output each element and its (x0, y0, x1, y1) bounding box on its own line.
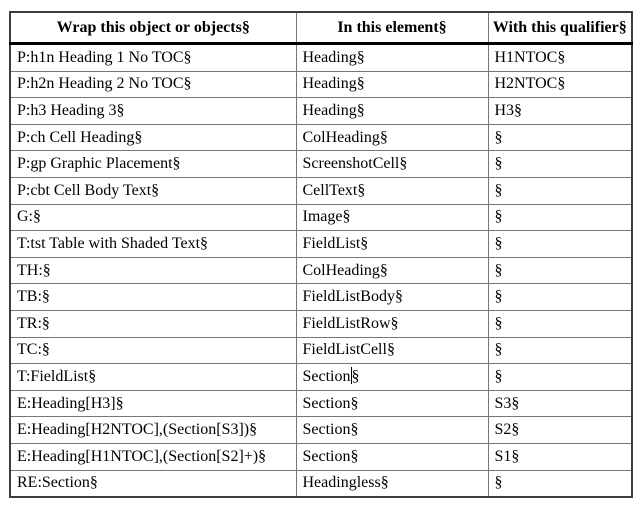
table-cell[interactable]: Section§ (295, 442, 489, 471)
table-cell[interactable]: H3§ (487, 97, 633, 125)
table-cell[interactable]: § (487, 230, 633, 258)
table-row: P:h2n Heading 2 No TOC§ Heading§ H2NTOC§ (9, 70, 633, 99)
table-row: P:h3 Heading 3§ Heading§ H3§ (9, 97, 633, 125)
table-cell[interactable]: § (487, 176, 633, 205)
table-row: P:h1n Heading 1 No TOC§ Heading§ H1NTOC§ (9, 43, 633, 72)
table-cell[interactable]: CellText§ (295, 176, 489, 205)
table-cell[interactable]: T:FieldList§ (9, 363, 297, 391)
table-cell[interactable]: § (487, 123, 633, 152)
table-cell[interactable]: Section§ (295, 416, 489, 444)
table-cell[interactable]: P:h1n Heading 1 No TOC§ (9, 43, 297, 72)
table-cell[interactable]: S3§ (487, 389, 633, 418)
table-cell[interactable]: ColHeading§ (295, 256, 489, 285)
table-cell[interactable]: S2§ (487, 416, 633, 444)
table-cell[interactable]: E:Heading[H3]§ (9, 389, 297, 418)
table-cell[interactable]: G:§ (9, 203, 297, 232)
table-cell[interactable]: Heading§ (295, 43, 489, 72)
table-row: P:ch Cell Heading§ ColHeading§ § (9, 123, 633, 152)
table-cell[interactable]: § (487, 336, 633, 365)
table-cell[interactable]: H1NTOC§ (487, 43, 633, 72)
table-cell[interactable]: TR:§ (9, 309, 297, 338)
column-header-in-element[interactable]: In this element§ (295, 11, 489, 45)
table-cell[interactable]: FieldListBody§ (295, 283, 489, 311)
table-cell[interactable]: Heading§ (295, 97, 489, 125)
table-cell[interactable]: § (487, 203, 633, 232)
table-row: E:Heading[H1NTOC],(Section[S2]+)§ Section… (9, 442, 633, 471)
table-row: P:cbt Cell Body Text§ CellText§ § (9, 176, 633, 205)
table-cell[interactable]: § (487, 256, 633, 285)
table-cell[interactable]: FieldList§ (295, 230, 489, 258)
style-mapping-table: Wrap this object or objects§ In this ele… (9, 11, 633, 499)
table-cell[interactable]: FieldListRow§ (295, 309, 489, 338)
table-cell[interactable]: P:gp Graphic Placement§ (9, 150, 297, 178)
table-row: TR:§ FieldListRow§ § (9, 309, 633, 338)
table-row: RE:Section§ Headingless§ § (9, 469, 633, 498)
table-cell[interactable]: Headingless§ (295, 469, 489, 498)
table-row: E:Heading[H2NTOC],(Section[S3])§ Section§… (9, 416, 633, 444)
table-cell[interactable]: RE:Section§ (9, 469, 297, 498)
table-row: TH:§ ColHeading§ § (9, 256, 633, 285)
table-row: T:tst Table with Shaded Text§ FieldList§ § (9, 230, 633, 258)
table-cell[interactable]: § (487, 363, 633, 391)
table-row: TC:§ FieldListCell§ § (9, 336, 633, 365)
column-header-with-qualifier[interactable]: With this qualifier§ (487, 11, 633, 45)
table-cell[interactable]: E:Heading[H2NTOC],(Section[S3])§ (9, 416, 297, 444)
table-cell[interactable]: TH:§ (9, 256, 297, 285)
table-row: T:FieldList§ Section§ § (9, 363, 633, 391)
header-row: Wrap this object or objects§ In this ele… (9, 11, 633, 45)
table-cell[interactable]: P:cbt Cell Body Text§ (9, 176, 297, 205)
table-cell[interactable]: P:h2n Heading 2 No TOC§ (9, 70, 297, 99)
table-cell[interactable]: § (487, 150, 633, 178)
table-row: G:§ Image§ § (9, 203, 633, 232)
text-cursor (350, 367, 352, 385)
table-cell[interactable]: E:Heading[H1NTOC],(Section[S2]+)§ (9, 442, 297, 471)
table-cell[interactable]: Section§ (295, 363, 489, 391)
table-cell[interactable]: P:ch Cell Heading§ (9, 123, 297, 152)
table-cell[interactable]: § (487, 469, 633, 498)
table-cell[interactable]: § (487, 309, 633, 338)
table-cell[interactable]: P:h3 Heading 3§ (9, 97, 297, 125)
table-row: E:Heading[H3]§ Section§ S3§ (9, 389, 633, 418)
table-body: P:h1n Heading 1 No TOC§ Heading§ H1NTOC§ P:… (9, 43, 633, 498)
column-header-wrap-object[interactable]: Wrap this object or objects§ (9, 11, 297, 45)
cell-text-after-cursor: § (351, 368, 360, 386)
table-cell[interactable]: Image§ (295, 203, 489, 232)
table-cell[interactable]: T:tst Table with Shaded Text§ (9, 230, 297, 258)
table-cell[interactable]: FieldListCell§ (295, 336, 489, 365)
table-cell[interactable]: TB:§ (9, 283, 297, 311)
table-cell[interactable]: TC:§ (9, 336, 297, 365)
table-cell[interactable]: H2NTOC§ (487, 70, 633, 99)
table-row: P:gp Graphic Placement§ ScreenshotCell§ § (9, 150, 633, 178)
cell-text-before-cursor: Section (302, 368, 351, 386)
table-cell[interactable]: ColHeading§ (295, 123, 489, 152)
table-cell[interactable]: Section§ (295, 389, 489, 418)
table-cell[interactable]: ScreenshotCell§ (295, 150, 489, 178)
table-cell[interactable]: S1§ (487, 442, 633, 471)
table-cell[interactable]: § (487, 283, 633, 311)
table-cell[interactable]: Heading§ (295, 70, 489, 99)
table-row: TB:§ FieldListBody§ § (9, 283, 633, 311)
